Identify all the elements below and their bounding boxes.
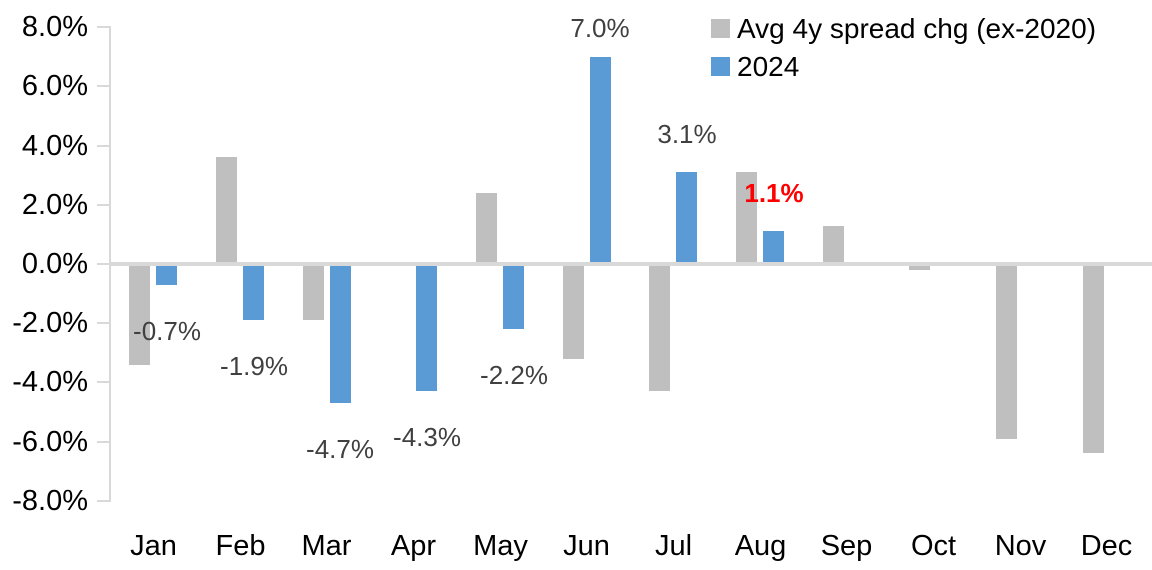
y-tick-label: -6.0%: [12, 425, 88, 458]
y-tick-mark: [97, 203, 110, 206]
y-tick-mark: [97, 440, 110, 443]
bar-2024-mar: [330, 264, 351, 403]
x-tick-label-feb: Feb: [215, 530, 266, 562]
x-tick-label-apr: Apr: [390, 530, 437, 562]
bar-2024-jan: [156, 264, 177, 285]
bar-2024-aug: [763, 231, 784, 264]
y-tick-mark: [97, 499, 110, 502]
x-tick-label-mar: Mar: [301, 530, 352, 562]
legend-swatch-avg: [711, 19, 730, 38]
bar-2024-jun: [590, 57, 611, 264]
y-tick-label: -2.0%: [12, 307, 88, 340]
bar-avg-dec: [1083, 264, 1104, 453]
legend-swatch-2024: [711, 57, 730, 76]
data-label-apr: -4.3%: [393, 422, 461, 452]
y-tick-label: -8.0%: [12, 484, 88, 517]
y-tick-label: 0.0%: [21, 248, 88, 280]
y-tick-mark: [97, 322, 110, 325]
y-tick-label: -4.0%: [12, 366, 88, 399]
bar-avg-feb: [216, 157, 237, 264]
y-tick-label: 4.0%: [21, 129, 88, 162]
bar-avg-jun: [563, 264, 584, 359]
data-label-mar: -4.7%: [306, 434, 374, 464]
y-tick-mark: [97, 26, 110, 29]
legend-label-avg: Avg 4y spread chg (ex-2020): [737, 13, 1097, 44]
y-tick-mark: [97, 144, 110, 147]
bar-2024-feb: [243, 264, 264, 320]
data-label-aug: 1.1%: [744, 178, 804, 208]
y-tick-label: 2.0%: [21, 188, 88, 221]
x-tick-label-may: May: [473, 530, 528, 562]
bar-avg-nov: [996, 264, 1017, 439]
bar-avg-jan: [129, 264, 150, 365]
data-label-jul: 3.1%: [657, 119, 717, 149]
x-tick-label-nov: Nov: [994, 530, 1047, 562]
legend-label-2024: 2024: [737, 51, 800, 82]
zero-axis-line: [110, 262, 1152, 266]
bar-avg-sep: [823, 226, 844, 264]
x-tick-label-jun: Jun: [563, 530, 610, 562]
data-label-jan: -0.7%: [133, 316, 201, 346]
data-label-may: -2.2%: [480, 360, 548, 390]
data-label-feb: -1.9%: [220, 351, 288, 381]
bar-2024-jul: [676, 172, 697, 264]
bar-avg-may: [476, 193, 497, 264]
bar-avg-jul: [649, 264, 670, 391]
bar-avg-aug: [736, 172, 757, 264]
y-tick-label: 8.0%: [21, 11, 88, 44]
bar-2024-may: [503, 264, 524, 329]
x-tick-label-jul: Jul: [654, 530, 693, 562]
y-tick-label: 6.0%: [21, 70, 88, 103]
y-tick-mark: [97, 263, 110, 265]
bar-avg-oct: [909, 264, 930, 270]
y-tick-mark: [97, 381, 110, 384]
bar-avg-mar: [303, 264, 324, 320]
x-tick-label-oct: Oct: [910, 530, 957, 562]
x-tick-label-dec: Dec: [1080, 530, 1133, 562]
x-tick-label-jan: Jan: [130, 530, 177, 562]
y-tick-mark: [97, 85, 110, 88]
data-label-jun: 7.0%: [570, 13, 630, 43]
x-tick-label-sep: Sep: [820, 530, 873, 562]
x-tick-label-aug: Aug: [734, 530, 787, 562]
bar-2024-apr: [416, 264, 437, 391]
